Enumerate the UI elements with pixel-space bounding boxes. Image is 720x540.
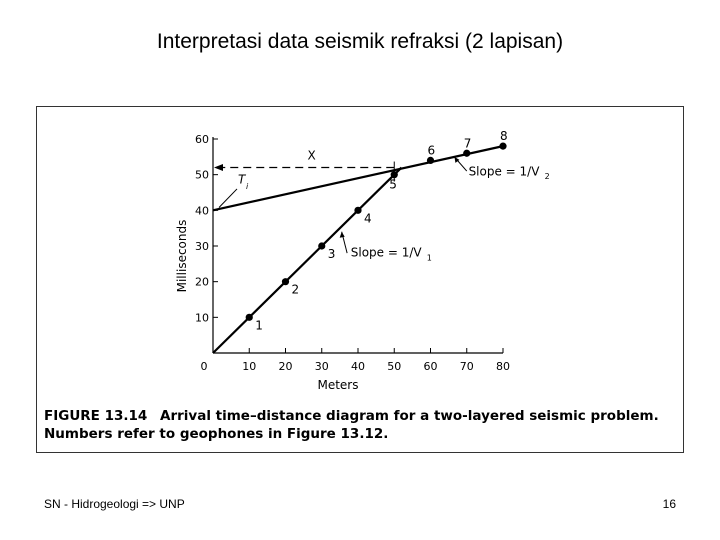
intercept-pointer [218, 188, 238, 208]
caption-text: Arrival time–distance diagram for a two-… [44, 408, 659, 442]
data-point [499, 142, 507, 150]
y-tick-label: 10 [195, 311, 209, 324]
y-tick-label: 60 [195, 133, 209, 146]
arrival-time-chart: 0 10 20 30 40 50 60 70 80 10 20 30 40 50 60 Meters Milli… [175, 129, 550, 392]
y-axis-title: Milliseconds [175, 220, 189, 293]
data-point [390, 171, 398, 179]
slope-v1-label: Slope = 1/V [351, 246, 423, 260]
point-label: 3 [328, 247, 336, 261]
x-tick-label: 80 [496, 360, 510, 373]
caption-label: FIGURE 13.14 [44, 408, 148, 424]
point-label: 2 [292, 283, 300, 297]
y-tick-label: 40 [195, 204, 209, 217]
x-tick-label: 40 [351, 360, 365, 373]
x-tick-label: 20 [279, 360, 293, 373]
slide-title: Interpretasi data seismik refraksi (2 la… [156, 30, 564, 53]
x-tick-label: 60 [424, 360, 438, 373]
data-point [463, 149, 471, 157]
crossover-arrowhead [214, 164, 223, 172]
crossover-label: X [308, 149, 316, 163]
point-label: 4 [364, 211, 372, 225]
intercept-label: T [238, 173, 247, 187]
data-point [354, 206, 362, 214]
figure-panel: 0 10 20 30 40 50 60 70 80 10 20 30 40 50 60 Meters Milli… [36, 106, 684, 453]
x-tick-label: 10 [242, 360, 256, 373]
line-slope-v2 [212, 145, 504, 212]
data-point [318, 242, 326, 250]
data-point [245, 313, 253, 321]
point-label: 7 [464, 136, 472, 150]
data-point [426, 156, 435, 164]
point-label: 8 [500, 129, 508, 143]
slope-v2-label: Slope = 1/V [469, 164, 541, 178]
x-axis-title: Meters [317, 378, 358, 392]
y-tick-label: 50 [195, 169, 209, 182]
slope-v2-arrowhead [454, 156, 460, 163]
footer-text: SN - Hidrogeologi => UNP [44, 497, 185, 511]
page-number: 16 [662, 497, 676, 511]
y-tick-label: 20 [195, 276, 209, 289]
slope-v2-sub: 2 [545, 172, 550, 181]
point-label: 6 [428, 143, 436, 157]
slope-v1-arrowhead [339, 231, 345, 238]
data-point [281, 278, 290, 286]
x-tick-label: 0 [201, 360, 208, 373]
x-tick-label: 30 [315, 360, 329, 373]
x-tick-label: 50 [387, 360, 401, 373]
point-label: 1 [255, 318, 263, 332]
figure-caption: FIGURE 13.14 Arrival time–distance diagr… [44, 407, 680, 443]
intercept-label-sub: i [246, 182, 249, 191]
y-tick-label: 30 [195, 240, 209, 253]
line-slope-v1 [212, 166, 403, 354]
slope-v1-sub: 1 [427, 253, 432, 262]
x-tick-label: 70 [460, 360, 474, 373]
point-label: 5 [389, 178, 397, 192]
